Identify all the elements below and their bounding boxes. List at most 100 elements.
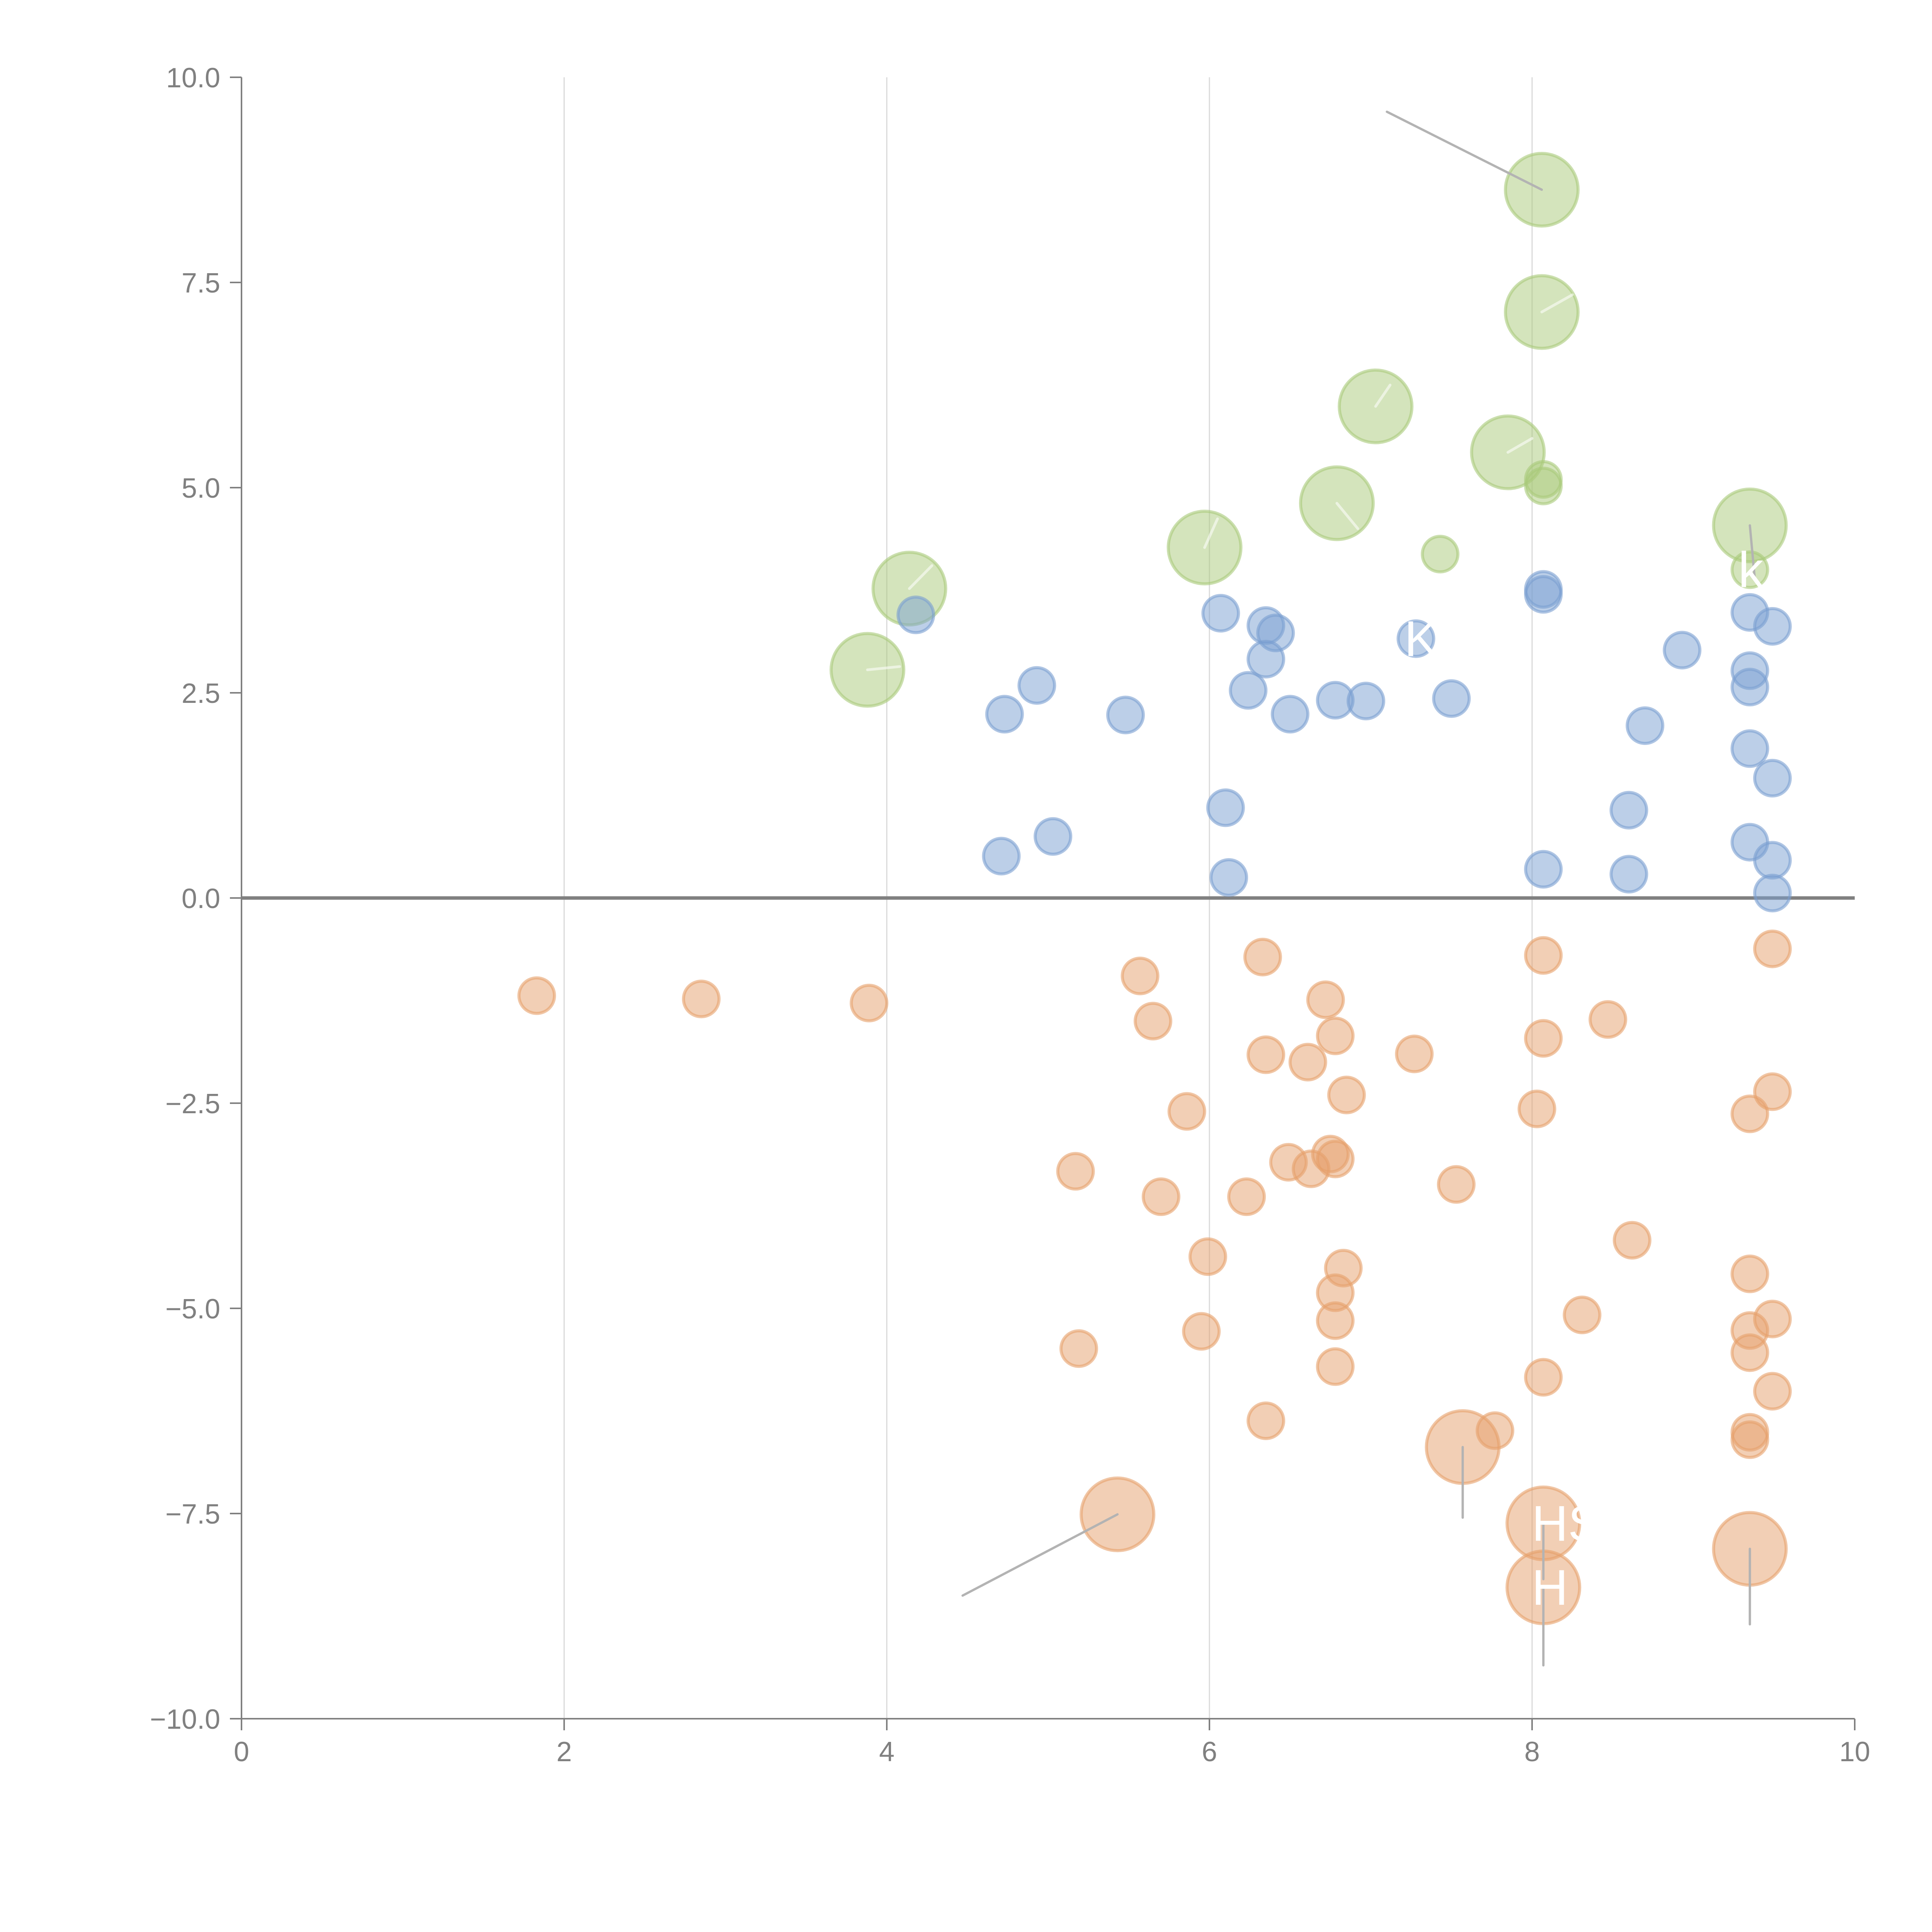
label-leader-line [1748, 524, 1756, 579]
orange-bubble [1316, 1347, 1355, 1386]
label-leader-line [1506, 437, 1534, 454]
orange-bubble [1517, 1089, 1556, 1128]
y-tick-label: 7.5 [182, 268, 220, 299]
orange-bubble [1730, 1420, 1769, 1459]
orange-bubble [1753, 1299, 1792, 1338]
y-tick-label: 2.5 [182, 678, 220, 709]
orange-bubble [1524, 1358, 1563, 1397]
point-label: K [1404, 611, 1438, 667]
y-tick-label: 5.0 [182, 473, 220, 504]
label-leader-line [1540, 293, 1574, 313]
orange-bubble [1327, 1075, 1366, 1114]
orange-bubble [1316, 1016, 1355, 1055]
label-leaders [866, 111, 1756, 1667]
orange-bubble [1167, 1092, 1206, 1131]
orange-bubble [1316, 1139, 1355, 1179]
orange-bubble [1288, 1043, 1327, 1082]
y-tick-label: 10.0 [166, 63, 220, 94]
blue-bubble [1017, 666, 1056, 705]
orange-bubble [1588, 1000, 1628, 1039]
label-leader-line [908, 564, 934, 590]
orange-bubble [1730, 1333, 1769, 1372]
label-leader-line [1335, 502, 1359, 530]
blue-bubble [982, 837, 1021, 876]
blue-bubble [1206, 788, 1245, 827]
orange-bubble [1059, 1329, 1098, 1368]
blue-bubble [1609, 791, 1648, 830]
orange-bubble [1395, 1034, 1434, 1073]
blue-bubble [1034, 817, 1073, 856]
orange-bubble [1247, 1035, 1286, 1074]
point-label: k [1738, 541, 1764, 598]
blue-bubble [1626, 706, 1665, 745]
orange-bubble [1524, 936, 1563, 975]
orange-bubble [682, 980, 721, 1019]
blue-bubble [1524, 850, 1563, 889]
orange-bubble [1753, 929, 1792, 968]
blue-bubble [1201, 594, 1240, 633]
blue-bubble [1753, 874, 1792, 913]
x-tick-label: 10 [1839, 1736, 1870, 1767]
y-tick-label: −10.0 [150, 1704, 220, 1735]
point-labels: k K HS H [1404, 541, 1764, 1616]
y-tick-label: −5.0 [165, 1294, 220, 1325]
orange-bubble [1182, 1312, 1221, 1351]
blue-bubble [1396, 619, 1435, 658]
green-bubble [1421, 535, 1460, 574]
blue-bubble [1753, 841, 1792, 880]
y-tick-label: 0.0 [182, 883, 220, 914]
label-leader-line [961, 1513, 1119, 1597]
orange-bubble [1247, 1401, 1286, 1440]
y-tick-label: −2.5 [165, 1088, 220, 1119]
orange-bubble [1243, 937, 1282, 976]
blue-bubble [1270, 695, 1310, 734]
bubbles [517, 151, 1792, 1626]
label-leader-line [866, 665, 901, 672]
orange-bubble [850, 983, 889, 1022]
blue-bubble [1730, 729, 1769, 768]
orange-bubble [1227, 1177, 1266, 1216]
orange-bubble [1563, 1295, 1602, 1334]
blue-bubble [1209, 858, 1248, 897]
blue-bubble [896, 595, 935, 634]
blue-bubble [1106, 696, 1145, 735]
x-tick-label: 0 [234, 1736, 249, 1767]
label-leader-line [1386, 111, 1543, 191]
orange-bubble [517, 976, 556, 1015]
blue-bubble [1730, 668, 1769, 707]
x-tick-label: 4 [879, 1736, 895, 1767]
orange-bubble [1730, 1254, 1769, 1293]
green-bubble [1730, 550, 1769, 589]
y-axis-ticks: 10.0 7.5 5.0 2.5 0.0 −2.5 −5.0 −7.5 −10.0 [150, 63, 242, 1735]
orange-bubble [1141, 1177, 1180, 1216]
y-tick-label: −7.5 [165, 1499, 220, 1530]
orange-bubble [1753, 1072, 1792, 1111]
orange-bubble [1121, 956, 1160, 995]
orange-bubble [1188, 1237, 1227, 1276]
blue-bubble [1229, 671, 1268, 710]
blue-bubble [1346, 682, 1385, 721]
x-axis-ticks: 0 2 4 6 8 10 [234, 1719, 1870, 1767]
orange-bubble [1133, 1002, 1172, 1041]
orange-bubble [1306, 980, 1345, 1019]
x-tick-label: 6 [1202, 1736, 1217, 1767]
blue-bubble [1663, 631, 1702, 670]
orange-bubble [1524, 1019, 1563, 1058]
orange-bubble [1753, 1372, 1792, 1411]
orange-bubble [1612, 1221, 1651, 1260]
blue-bubble [1753, 607, 1792, 646]
blue-bubble [1609, 855, 1648, 894]
blue-bubble [1753, 759, 1792, 798]
blue-bubble [1247, 639, 1286, 679]
blue-bubble [985, 695, 1024, 734]
x-tick-label: 2 [556, 1736, 572, 1767]
x-tick-label: 8 [1524, 1736, 1540, 1767]
orange-bubble [1056, 1152, 1095, 1191]
orange-bubble [1437, 1165, 1476, 1204]
label-leader-line [1203, 517, 1219, 549]
blue-bubble [1524, 575, 1563, 614]
blue-bubble [1432, 679, 1471, 718]
label-leader-line [1374, 384, 1392, 408]
orange-bubble [1316, 1301, 1355, 1340]
